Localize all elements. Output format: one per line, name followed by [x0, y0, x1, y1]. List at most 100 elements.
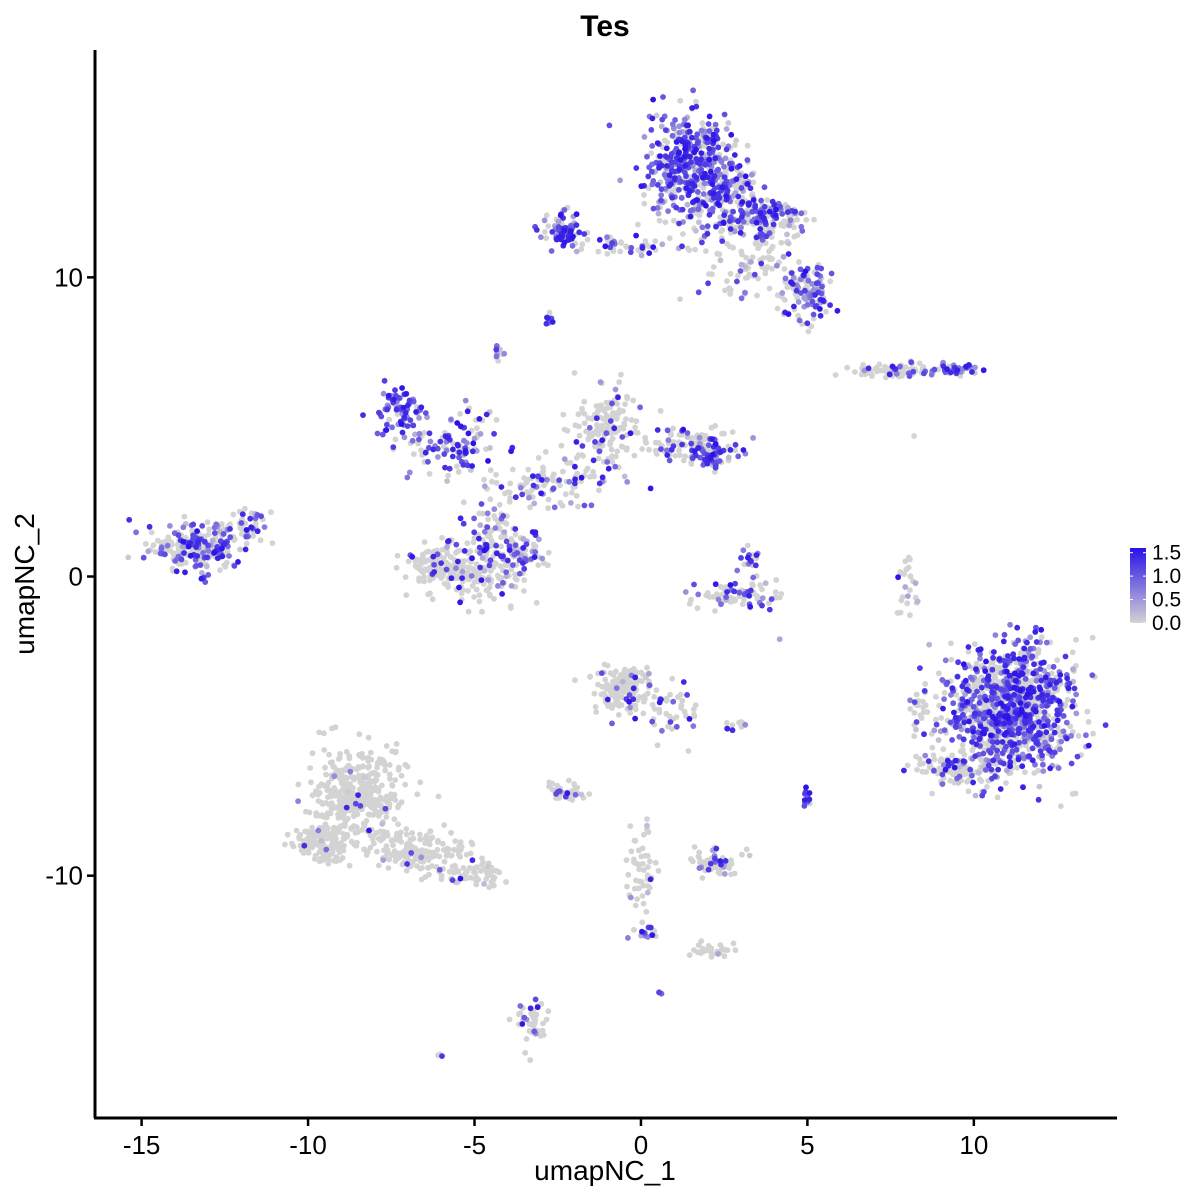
cell-point — [1041, 723, 1048, 729]
cell-point — [949, 685, 956, 691]
cell-point — [599, 683, 605, 690]
cell-point — [476, 535, 482, 542]
cell-point — [1036, 719, 1042, 725]
cell-point — [706, 113, 713, 120]
cell-point — [282, 841, 288, 848]
cell-point — [971, 692, 978, 699]
cell-point — [435, 454, 441, 460]
cell-point — [152, 549, 159, 555]
cell-point — [719, 238, 726, 245]
cell-point — [595, 455, 602, 462]
cell-point — [677, 157, 684, 163]
cell-point — [520, 536, 527, 542]
cell-point — [752, 204, 758, 211]
cell-point — [1007, 763, 1013, 770]
cell-point — [699, 120, 706, 127]
cell-point — [1054, 657, 1061, 664]
cell-point — [612, 386, 619, 393]
cell-point — [374, 430, 381, 437]
cell-point — [741, 597, 747, 603]
cell-point — [416, 575, 422, 582]
cell-point — [633, 165, 640, 171]
cell-point — [984, 682, 990, 688]
cell-point — [1060, 713, 1067, 719]
cell-point — [664, 452, 671, 458]
cell-point — [485, 863, 491, 869]
cell-point — [759, 595, 766, 601]
cell-point — [685, 122, 691, 129]
cell-point — [248, 524, 255, 531]
cell-point — [457, 411, 463, 417]
cell-point — [503, 520, 510, 527]
cell-point — [619, 678, 626, 685]
cell-point — [906, 373, 913, 379]
cell-point — [1027, 634, 1034, 641]
cell-point — [190, 521, 197, 528]
cell-point — [933, 693, 939, 700]
cell-point — [593, 415, 600, 422]
cell-point — [959, 683, 966, 690]
cell-point — [638, 252, 645, 259]
cell-point — [435, 793, 442, 800]
cell-point — [481, 528, 488, 535]
cell-point — [472, 870, 479, 876]
cell-point — [692, 246, 698, 253]
cell-point — [199, 523, 206, 529]
cell-point — [194, 539, 201, 546]
cell-point — [744, 542, 751, 549]
cell-point — [226, 553, 232, 559]
cell-point — [653, 687, 660, 694]
cell-point — [684, 430, 691, 436]
cell-point — [172, 558, 179, 564]
cell-point — [491, 506, 498, 513]
cell-point — [399, 429, 406, 436]
cell-point — [590, 457, 597, 464]
cell-point — [194, 553, 201, 559]
cell-point — [334, 805, 341, 811]
cell-point — [348, 795, 355, 802]
cell-point — [814, 271, 821, 278]
cell-point — [755, 242, 762, 248]
cell-point — [499, 591, 505, 597]
cell-point — [403, 592, 410, 598]
cell-point — [787, 217, 794, 224]
cell-point — [676, 186, 682, 193]
cell-point — [284, 831, 291, 838]
cell-point — [961, 719, 968, 726]
cell-point — [421, 430, 428, 436]
cell-point — [416, 436, 422, 443]
cell-point — [650, 178, 657, 184]
cell-point — [448, 416, 454, 423]
cell-point — [375, 862, 382, 869]
cell-point — [398, 772, 405, 779]
cell-point — [647, 924, 654, 931]
cell-point — [635, 861, 642, 868]
cell-point — [1054, 717, 1061, 724]
cell-point — [616, 693, 622, 700]
cell-point — [705, 442, 712, 448]
cell-point — [723, 126, 730, 132]
cell-point — [751, 271, 758, 278]
cell-point — [410, 835, 417, 842]
cell-point — [227, 534, 234, 541]
cell-point — [761, 203, 768, 210]
cell-point — [426, 430, 433, 437]
cell-point — [1054, 707, 1061, 713]
cell-point — [949, 737, 955, 743]
cell-point — [205, 548, 212, 554]
cell-point — [1071, 685, 1078, 692]
cell-point — [417, 779, 424, 786]
cell-point — [690, 723, 697, 729]
cell-point — [306, 809, 313, 816]
cell-point — [307, 765, 314, 771]
cell-point — [531, 1028, 538, 1035]
cell-point — [359, 763, 366, 770]
cell-point — [1031, 661, 1037, 668]
cell-point — [1068, 760, 1075, 767]
cell-point — [526, 494, 532, 501]
cell-point — [784, 204, 791, 211]
cell-point — [769, 265, 775, 272]
cell-point — [902, 584, 909, 590]
cell-point — [477, 522, 484, 528]
cell-point — [651, 693, 658, 700]
